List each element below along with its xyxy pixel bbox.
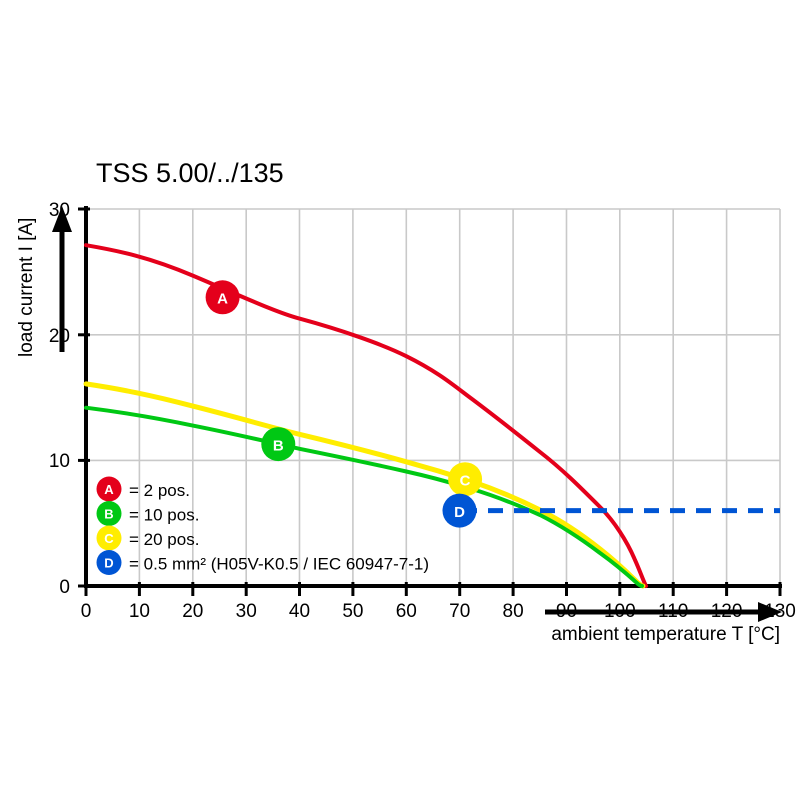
marker-B-letter: B [273,437,284,454]
marker-D-letter: D [454,504,465,521]
legend-item-D: D = 0.5 mm² (H05V-K0.5 / IEC 60947-7-1) [96,550,429,575]
marker-B: B [261,427,296,462]
x-axis-label: ambient temperature T [°C] [551,624,780,645]
legend-item-B: B = 10 pos. [96,501,199,526]
axis-spines [84,206,782,588]
up-arrow-icon [52,206,72,352]
legend-letter-A: A [104,482,114,497]
marker-A: A [205,280,240,315]
y-tick-label-10: 10 [49,451,70,472]
x-tick-label-10: 10 [129,601,150,622]
x-tick-label-30: 30 [236,601,257,622]
legend-label-C: = 20 pos. [129,530,199,549]
legend-letter-C: C [104,531,114,546]
x-tick-label-50: 50 [342,601,363,622]
legend-label-D: = 0.5 mm² (H05V-K0.5 / IEC 60947-7-1) [129,555,429,574]
x-tick-label-0: 0 [81,601,92,622]
legend-label-B: = 10 pos. [129,506,199,525]
x-tick-label-20: 20 [182,601,203,622]
chart-legend: A = 2 pos. B = 10 pos. C = 20 pos. D = 0… [96,476,429,575]
chart-title: TSS 5.00/../135 [96,158,284,188]
x-tick-label-40: 40 [289,601,310,622]
marker-C: C [448,462,483,497]
y-tick-label-20: 20 [49,326,70,347]
legend-label-A: = 2 pos. [129,481,190,500]
marker-A-letter: A [217,291,228,308]
marker-D: D [442,493,477,528]
legend-letter-B: B [104,507,113,522]
legend-letter-D: D [104,556,113,571]
y-axis-ticks [78,207,90,588]
x-tick-label-70: 70 [449,601,470,622]
x-axis-ticks [84,582,782,596]
legend-item-A: A = 2 pos. [96,476,190,502]
grid-lines [86,208,781,586]
y-axis-label: load current I [A] [16,218,37,357]
y-tick-label-0: 0 [59,577,70,598]
x-tick-label-80: 80 [503,601,524,622]
right-arrow-icon [545,602,782,622]
marker-C-letter: C [460,472,471,489]
legend-item-C: C = 20 pos. [96,525,199,551]
x-tick-label-60: 60 [396,601,417,622]
